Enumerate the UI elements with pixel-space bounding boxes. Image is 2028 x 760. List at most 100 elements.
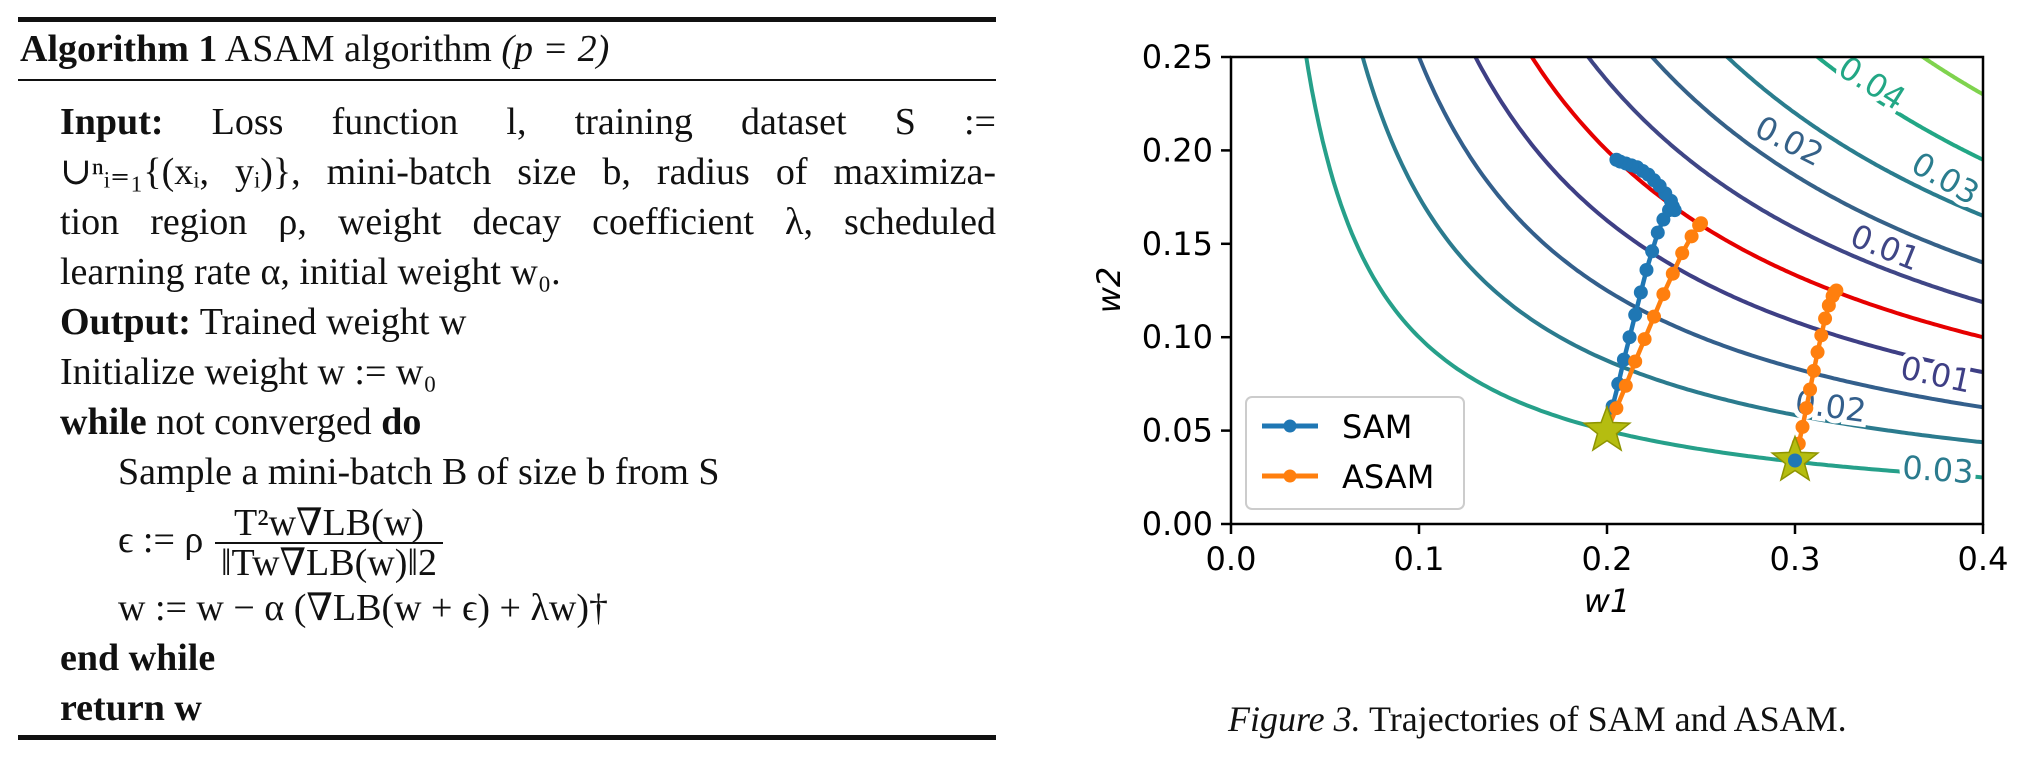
return-line: return w [60, 683, 996, 733]
sam-point-0-7 [1639, 262, 1654, 277]
algorithm-param: (p = 2) [501, 28, 610, 70]
contour-lines [1304, 57, 1983, 480]
trajectory-contour-chart: 0.040.020.030.010.010.020.03 0.0 0.1 0.2 0.… [1090, 38, 2009, 620]
epsilon-numerator: T²w∇LB(w) [233, 502, 424, 545]
sam-point-0-9 [1650, 225, 1665, 240]
contour-line-0 [1304, 57, 1983, 480]
sam-point-0-5 [1628, 307, 1643, 322]
input-line-1: Input: Loss function l, training dataset… [60, 97, 996, 147]
contour-line-6 [1649, 57, 1983, 265]
asam-point-1-3 [1799, 401, 1814, 416]
top-rule [18, 17, 996, 22]
end-while-line: end while [60, 637, 216, 679]
x-tick-label-1: 0.1 [1394, 540, 1445, 578]
x-axis-label: w1 [1584, 582, 1631, 620]
asam-point-1-4 [1803, 382, 1818, 397]
input-text-1: Loss function l, training dataset S := [211, 101, 996, 143]
output-label: Output: [60, 301, 191, 343]
epsilon-denominator: ‖Tw∇LB(w)‖2 [214, 542, 444, 582]
contour-line-8 [1814, 57, 1983, 162]
init-line: Initialize weight w := w₀ [60, 351, 437, 393]
legend-sam-marker [1283, 419, 1297, 433]
y-tick-label-1: 0.05 [1142, 412, 1213, 450]
asam-point-0-9 [1684, 229, 1699, 244]
sam-point-0-3 [1616, 352, 1631, 367]
contour-line-5 [1585, 57, 1983, 305]
output-line: Output: Trained weight w [60, 297, 996, 347]
asam-point-0-1 [1609, 401, 1624, 416]
x-axis-ticks: 0.0 0.1 0.2 0.3 0.4 [1206, 524, 2009, 578]
asam-point-1-8 [1818, 311, 1833, 326]
algorithm-body: Input: Loss function l, training dataset… [60, 97, 996, 733]
asam-point-1-2 [1795, 419, 1810, 434]
x-tick-label-2: 0.2 [1582, 540, 1633, 578]
x-tick-label-4: 0.4 [1958, 540, 2009, 578]
asam-point-1-5 [1806, 363, 1821, 378]
bottom-rule [18, 735, 996, 740]
asam-point-1-12 [1829, 283, 1844, 298]
asam-point-0-4 [1637, 332, 1652, 347]
sam-point-0-24 [1609, 152, 1624, 167]
asam-point-1-7 [1814, 328, 1829, 343]
y-tick-label-3: 0.15 [1142, 225, 1213, 263]
asam-point-0-7 [1665, 266, 1680, 281]
algorithm-number: Algorithm 1 [20, 28, 218, 70]
y-axis-label-var: w2 [1090, 267, 1128, 314]
y-axis-ticks: 0.00 0.05 0.10 0.15 0.20 0.25 [1142, 38, 1231, 543]
epsilon-line: ϵ := ρ T²w∇LB(w) ‖Tw∇LB(w)‖2 [60, 497, 996, 583]
x-tick-label-3: 0.3 [1770, 540, 1821, 578]
asam-point-0-11 [1694, 216, 1708, 231]
sample-line: Sample a mini-batch B of size b from S [118, 451, 720, 493]
return-keyword: return [60, 687, 165, 729]
output-text: Trained weight w [199, 301, 467, 343]
figure-caption: Figure 3. Trajectories of SAM and ASAM. [1228, 698, 1847, 740]
algorithm-title: Algorithm 1 ASAM algorithm (p = 2) [20, 27, 609, 71]
epsilon-fraction: T²w∇LB(w) ‖Tw∇LB(w)‖2 [214, 502, 444, 582]
sam-point-0-4 [1622, 330, 1637, 345]
y-tick-label-0: 0.00 [1142, 505, 1213, 543]
legend-asam-label: ASAM [1342, 458, 1434, 496]
while-condition: not converged [156, 401, 372, 443]
legend: SAM ASAM [1245, 396, 1465, 510]
contour-line-1 [1360, 57, 1983, 445]
legend-asam-marker [1283, 469, 1297, 483]
y-tick-label-4: 0.20 [1142, 131, 1213, 169]
algorithm-name: ASAM algorithm [224, 28, 492, 70]
contour-line-7 [1724, 57, 1983, 218]
x-tick-label-0: 0.0 [1206, 540, 1257, 578]
start-markers [1582, 404, 1820, 482]
sam-point-0-8 [1645, 244, 1660, 259]
y-tick-label-5: 0.25 [1142, 38, 1213, 76]
update-line: w := w − α (∇LB(w + ϵ) + λw)† [118, 587, 608, 629]
input-line-3: tion region ρ, weight decay coefficient … [60, 201, 996, 243]
asam-point-1-6 [1810, 345, 1825, 360]
title-rule [18, 79, 996, 81]
asam-point-0-2 [1618, 378, 1633, 393]
contour-line-4 [1529, 57, 1983, 340]
contour-line-2 [1416, 57, 1983, 410]
return-value: w [174, 687, 202, 729]
input-label: Input: [60, 101, 164, 143]
contour-label-1: 0.02 [1749, 108, 1830, 174]
sam-point-0-6 [1633, 285, 1648, 300]
y-axis-label: w2 [1090, 267, 1128, 314]
input-line-2: ∪ⁿᵢ₌₁{(xᵢ, yᵢ)}, mini-batch size b, radi… [60, 151, 996, 193]
epsilon-lhs: ϵ := ρ [118, 519, 204, 561]
start-star-0 [1582, 404, 1632, 452]
algorithm-box: Algorithm 1 ASAM algorithm (p = 2) Input… [18, 17, 996, 740]
input-line-4: learning rate α, initial weight w₀. [60, 251, 561, 293]
x-axis-label-var: w1 [1584, 582, 1631, 620]
asam-point-0-8 [1675, 246, 1690, 261]
contour-label-6: 0.03 [1901, 448, 1975, 491]
do-keyword: do [381, 401, 422, 443]
while-keyword: while [60, 401, 147, 443]
asam-point-0-3 [1628, 354, 1643, 369]
contour-line-3 [1473, 57, 1983, 375]
sam-end-point-over-star [1788, 453, 1802, 468]
asam-point-0-6 [1656, 287, 1671, 302]
legend-sam-label: SAM [1342, 408, 1412, 446]
while-line: while not converged do [60, 397, 996, 447]
y-tick-label-2: 0.10 [1142, 318, 1213, 356]
contour-label-0: 0.04 [1832, 48, 1913, 118]
caption-label: Figure 3. [1228, 699, 1361, 739]
